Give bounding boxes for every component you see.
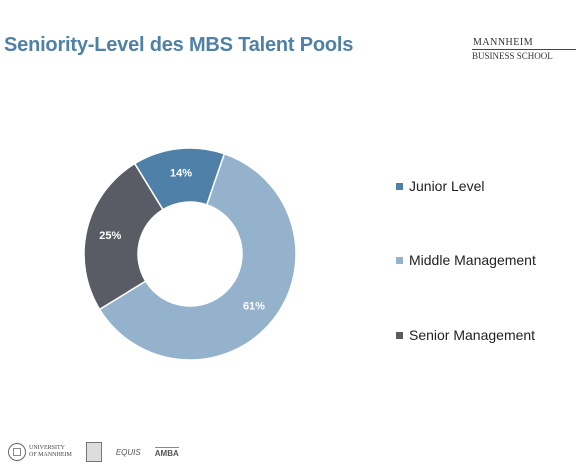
amba-logo: AMBA [154,446,179,458]
logo-rule [472,49,576,50]
donut-slice-senior-management [83,162,164,311]
logo-line-2: BUSINESS SCHOOL [472,51,553,61]
accreditation-badge-icon [85,442,102,462]
data-label-middle-management: 61% [243,300,265,312]
data-label-junior-level: 14% [170,167,192,179]
accreditation-footer: UNIVERSITY OF MANNHEIM EQUIS AMBA [8,442,179,462]
legend-swatch-junior-level [396,182,403,190]
legend-item-middle-management: Middle Management [396,252,536,268]
legend-swatch-senior-management [396,331,403,339]
legend-swatch-middle-management [396,256,403,264]
page-title: Seniority-Level des MBS Talent Pools [4,34,354,56]
mannheim-business-school-logo: MANNHEIM BUSINESS SCHOOL [472,38,576,61]
legend-item-senior-management: Senior Management [396,327,535,343]
legend-label: Junior Level [409,178,485,194]
donut-slice-middle-management [98,152,297,361]
legend-label: Senior Management [409,327,536,343]
university-of-mannheim-logo: UNIVERSITY OF MANNHEIM [8,443,72,461]
equis-logo: EQUIS [115,447,141,457]
data-label-senior-management: 25% [99,230,121,242]
university-line-1: UNIVERSITY [29,445,65,451]
legend-label: Middle Management [409,252,536,268]
university-seal-icon [8,443,26,461]
legend-item-junior-level: Junior Level [396,178,485,194]
logo-line-1: MANNHEIM [473,37,534,48]
university-line-2: OF MANNHEIM [29,452,72,458]
